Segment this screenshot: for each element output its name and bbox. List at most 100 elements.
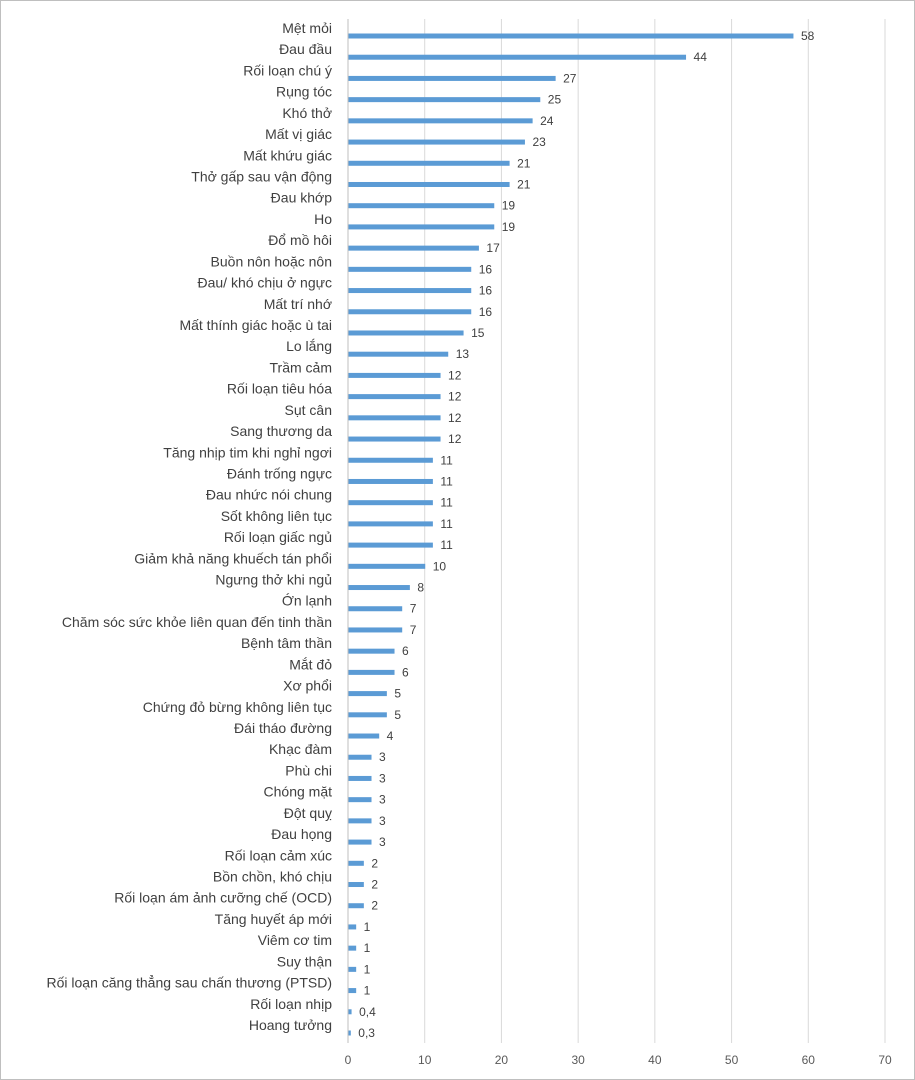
category-label: Phù chi bbox=[285, 762, 332, 778]
bar bbox=[348, 97, 541, 103]
category-label: Tăng huyết áp mới bbox=[215, 911, 332, 927]
category-label: Xơ phổi bbox=[283, 678, 332, 694]
bar bbox=[348, 415, 441, 421]
value-label: 6 bbox=[402, 665, 409, 679]
bar bbox=[348, 733, 380, 739]
category-label: Hoang tưởng bbox=[249, 1017, 332, 1033]
bar bbox=[348, 754, 372, 760]
bar bbox=[348, 351, 449, 357]
bar bbox=[348, 266, 472, 272]
category-label: Viêm cơ tim bbox=[258, 932, 332, 948]
value-labels: 5844272524232121191917161616151312121212… bbox=[358, 29, 814, 1040]
bar bbox=[348, 160, 510, 166]
category-label: Chứng đỏ bừng không liên tục bbox=[143, 699, 332, 715]
category-label: Mất khứu giác bbox=[243, 147, 332, 163]
category-label: Đau đầu bbox=[279, 41, 332, 57]
bar bbox=[348, 988, 357, 994]
bar bbox=[348, 75, 556, 81]
bar bbox=[348, 648, 395, 654]
value-label: 12 bbox=[448, 368, 462, 382]
value-label: 27 bbox=[563, 71, 577, 85]
value-label: 12 bbox=[448, 432, 462, 446]
value-label: 11 bbox=[440, 496, 453, 510]
x-tick-label: 50 bbox=[725, 1053, 739, 1067]
bar bbox=[348, 775, 372, 781]
bars bbox=[348, 33, 794, 1036]
category-label: Đổ mồ hôi bbox=[268, 232, 332, 248]
value-label: 21 bbox=[517, 156, 531, 170]
category-label: Sụt cân bbox=[285, 402, 332, 418]
category-label: Sốt không liên tục bbox=[221, 508, 332, 524]
category-label: Giảm khả năng khuếch tán phổi bbox=[134, 550, 332, 566]
gridlines bbox=[347, 19, 886, 1043]
value-label: 3 bbox=[379, 750, 386, 764]
bar bbox=[348, 203, 495, 209]
value-label: 11 bbox=[440, 538, 453, 552]
category-label: Rối loạn chú ý bbox=[243, 62, 332, 78]
bar bbox=[348, 521, 433, 527]
value-label: 1 bbox=[364, 962, 371, 976]
value-label: 7 bbox=[410, 602, 417, 616]
value-label: 0,3 bbox=[358, 1026, 375, 1040]
bar bbox=[348, 945, 357, 951]
value-label: 11 bbox=[440, 517, 453, 531]
bar bbox=[348, 436, 441, 442]
category-label: Mệt mỏi bbox=[282, 20, 332, 36]
bar bbox=[348, 966, 357, 972]
x-tick-label: 0 bbox=[345, 1053, 352, 1067]
bar bbox=[348, 394, 441, 400]
bar bbox=[348, 181, 510, 187]
category-labels: Mệt mỏi Đau đầu Rối loạn chú ý Rụng tóc Khó … bbox=[47, 20, 333, 1033]
value-label: 2 bbox=[371, 899, 378, 913]
category-label: Bệnh tâm thần bbox=[241, 635, 332, 651]
bar bbox=[348, 691, 387, 697]
category-label: Chóng mặt bbox=[264, 784, 333, 800]
bar bbox=[348, 500, 433, 506]
category-label: Khạc đàm bbox=[269, 741, 332, 757]
value-label: 2 bbox=[371, 878, 378, 892]
category-label: Mắt đỏ bbox=[289, 656, 332, 672]
value-label: 5 bbox=[394, 687, 401, 701]
x-tick-label: 60 bbox=[802, 1053, 816, 1067]
category-label: Rối loạn căng thẳng sau chấn thương (PTS… bbox=[47, 974, 333, 991]
category-label: Đau họng bbox=[271, 826, 332, 842]
bar bbox=[348, 139, 525, 145]
bar bbox=[348, 33, 794, 39]
category-label: Rụng tóc bbox=[276, 84, 332, 100]
value-label: 2 bbox=[371, 856, 378, 870]
value-label: 1 bbox=[364, 941, 371, 955]
value-label: 11 bbox=[440, 474, 453, 488]
bar bbox=[348, 563, 426, 569]
bar bbox=[348, 372, 441, 378]
category-label: Mất vị giác bbox=[265, 126, 332, 142]
bar bbox=[348, 924, 357, 930]
x-axis-ticks: 0 10 20 30 40 50 60 70 bbox=[345, 1053, 892, 1067]
value-label: 3 bbox=[379, 814, 386, 828]
value-label: 1 bbox=[364, 984, 371, 998]
bar bbox=[348, 224, 495, 230]
category-label: Rối loạn cảm xúc bbox=[225, 847, 332, 863]
value-label: 19 bbox=[502, 220, 516, 234]
category-label: Tăng nhịp tim khi nghỉ ngơi bbox=[163, 444, 332, 460]
bar bbox=[348, 1030, 351, 1036]
category-label: Sang thương da bbox=[230, 423, 332, 439]
value-label: 23 bbox=[532, 135, 546, 149]
value-label: 15 bbox=[471, 326, 485, 340]
category-label: Khó thở bbox=[282, 105, 332, 121]
value-label: 21 bbox=[517, 177, 531, 191]
category-label: Mất trí nhớ bbox=[264, 296, 332, 312]
x-tick-label: 10 bbox=[418, 1053, 432, 1067]
category-label: Buồn nôn hoặc nôn bbox=[211, 253, 332, 269]
bar bbox=[348, 797, 372, 803]
bar bbox=[348, 839, 372, 845]
value-label: 5 bbox=[394, 708, 401, 722]
bar bbox=[348, 457, 433, 463]
value-label: 19 bbox=[502, 199, 516, 213]
value-label: 13 bbox=[456, 347, 470, 361]
category-label: Rối loạn nhịp bbox=[250, 996, 332, 1012]
value-label: 17 bbox=[486, 241, 500, 255]
value-label: 24 bbox=[540, 114, 554, 128]
value-label: 10 bbox=[433, 559, 447, 573]
value-label: 6 bbox=[402, 644, 409, 658]
category-label: Suy thận bbox=[277, 953, 332, 969]
